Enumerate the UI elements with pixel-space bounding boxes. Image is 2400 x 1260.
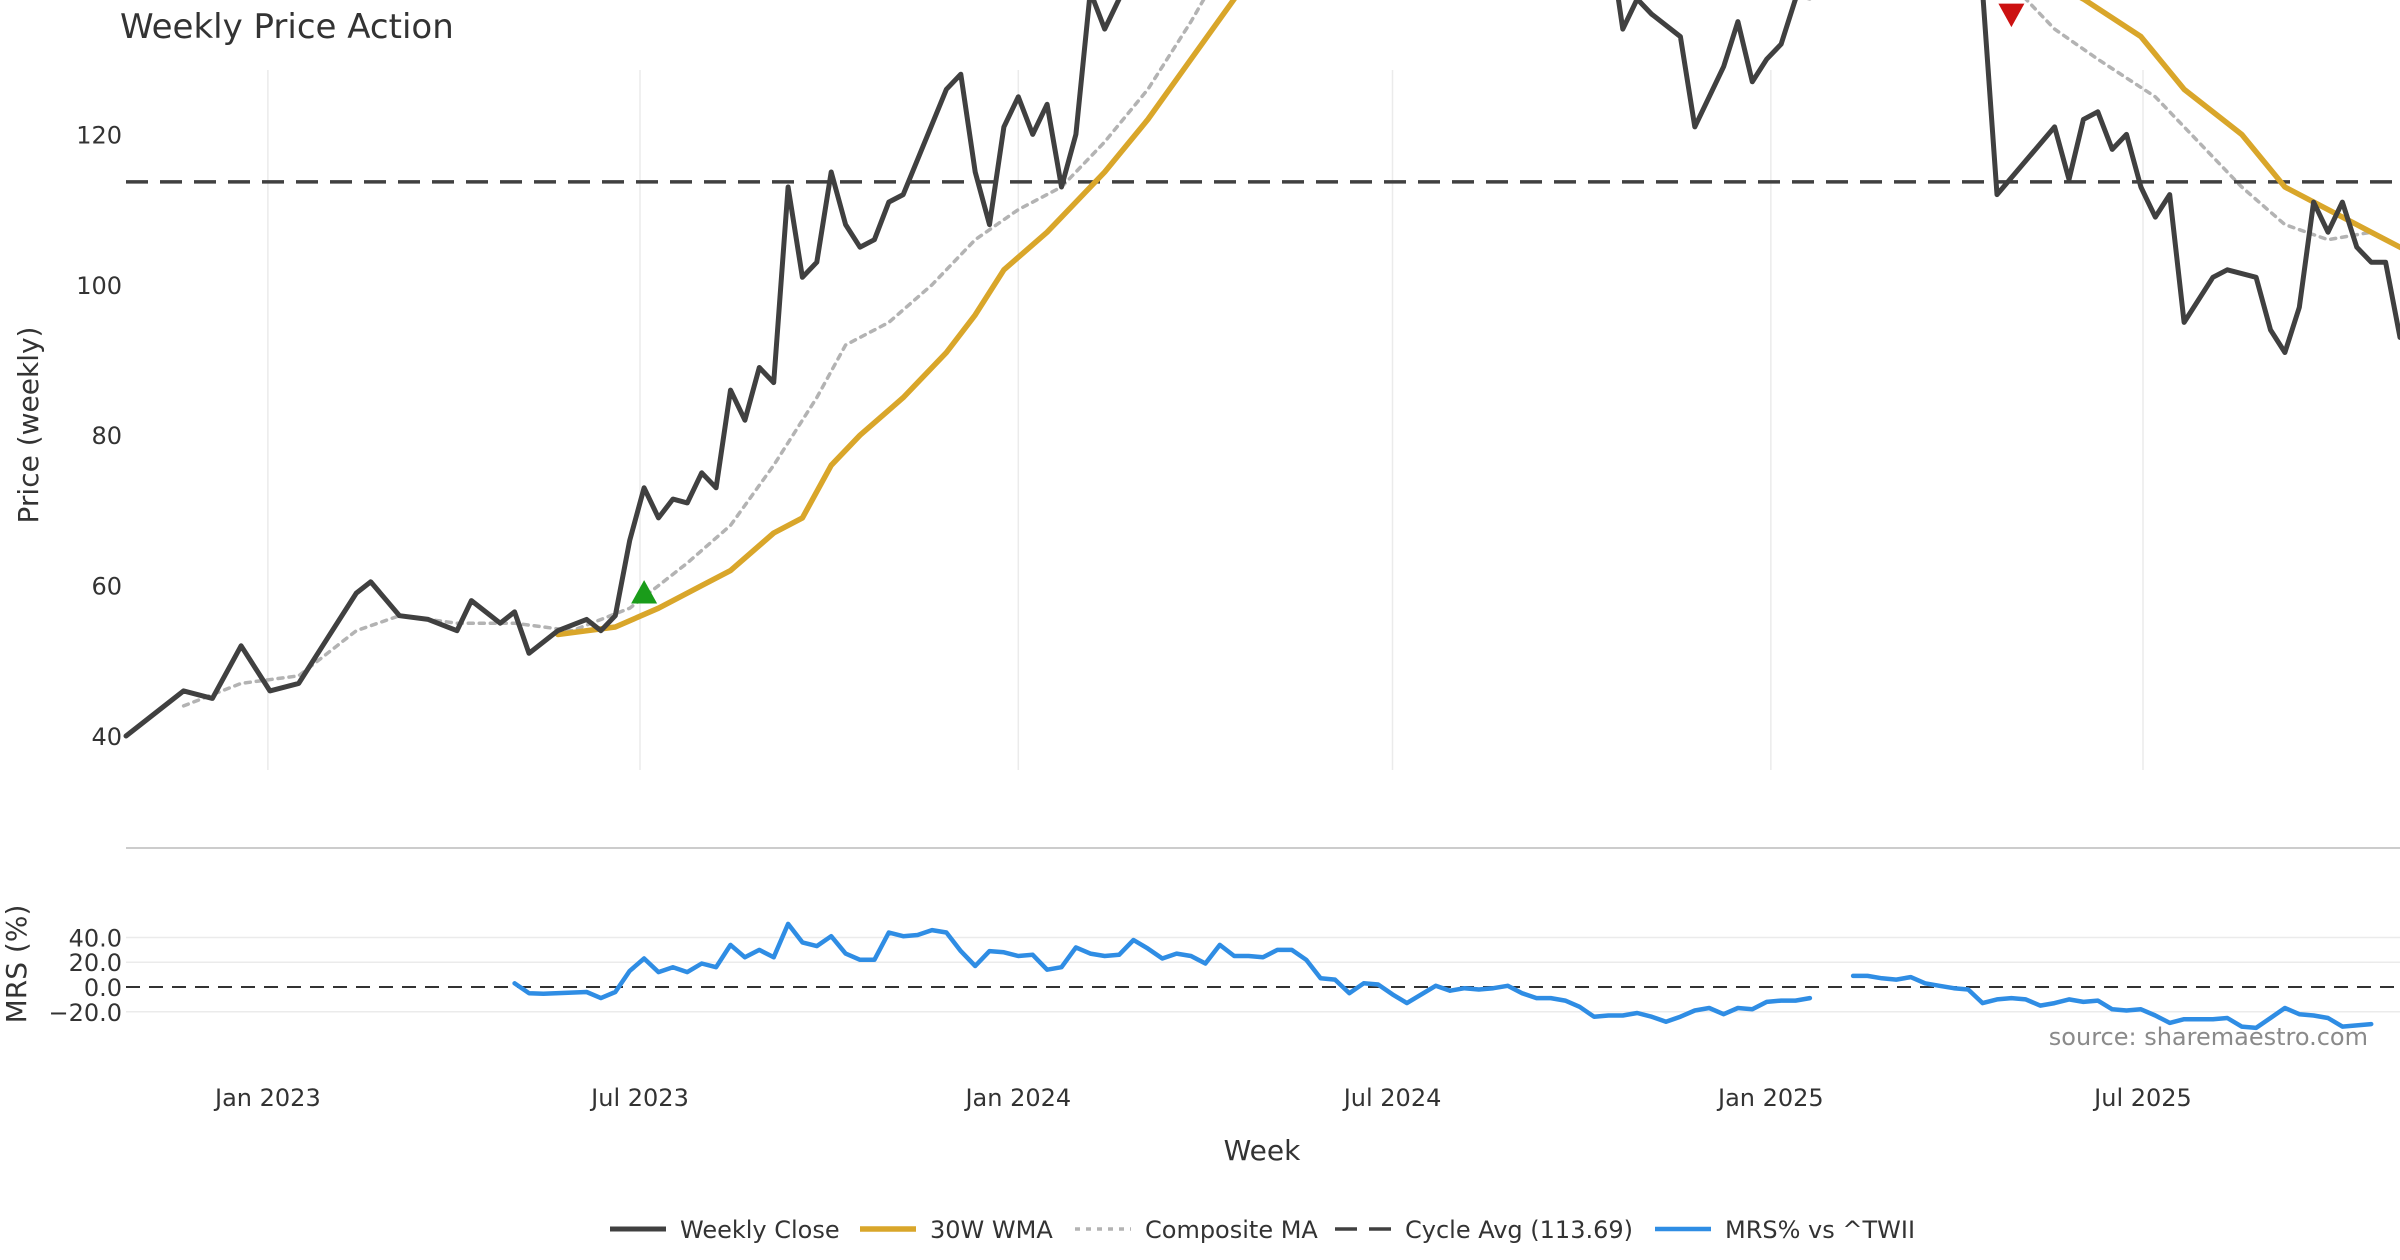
x-axis-label: Week xyxy=(1224,1134,1301,1167)
x-tick-label-1: Jul 2023 xyxy=(589,1084,689,1112)
chart-title: Weekly Price Action xyxy=(120,7,454,47)
legend: Weekly Close 30W WMA Composite MA Cycle Avg… xyxy=(610,1216,1915,1244)
mrs-ytick-2: 20.0 xyxy=(69,949,122,977)
x-tick-label-2: Jan 2024 xyxy=(963,1084,1071,1112)
legend-label-2: Composite MA xyxy=(1145,1216,1318,1244)
legend-label-1: 30W WMA xyxy=(930,1216,1053,1244)
watermark: source: sharemaestro.com xyxy=(2049,1023,2368,1051)
series-line-weekly-close xyxy=(123,0,2400,739)
price-panel: 406080100120140160180200Price (weekly) xyxy=(12,0,2400,770)
price-ytick-3: 100 xyxy=(76,272,122,300)
sell-signal-marker-3 xyxy=(1998,3,2025,28)
price-ytick-2: 80 xyxy=(91,422,122,450)
price-ytick-0: 40 xyxy=(91,723,122,751)
mrs-panel: 40.0 −20.0 20.00.0 MRS (%) xyxy=(0,847,2400,1031)
series-line-30w-wma xyxy=(555,0,2400,638)
mrs-ytick-3: 0.0 xyxy=(84,974,122,1002)
x-tick-label-0: Jan 2023 xyxy=(213,1084,321,1112)
price-ytick-1: 60 xyxy=(91,573,122,601)
x-axis: Jan 2023 Jul 2023 Jan 2024 Jul 2024 Jan 2025… xyxy=(213,1084,2192,1112)
legend-label-0: Weekly Close xyxy=(680,1216,840,1244)
price-ytick-4: 120 xyxy=(76,121,122,149)
buy-signal-marker-0 xyxy=(631,580,658,604)
legend-label-4: MRS% vs ^TWII xyxy=(1725,1216,1915,1244)
price-y-axis-label: Price (weekly) xyxy=(12,327,45,524)
x-tick-label-3: Jul 2024 xyxy=(1342,1084,1442,1112)
mrs-line-segment-0 xyxy=(512,921,1813,1024)
legend-label-3: Cycle Avg (113.69) xyxy=(1405,1216,1633,1244)
mrs-line-segment-1 xyxy=(1850,973,2374,1031)
mrs-ytick-1: −20.0 xyxy=(48,999,122,1027)
mrs-ytick-0: 40.0 xyxy=(69,924,122,952)
mrs-y-axis-label: MRS (%) xyxy=(0,905,33,1024)
x-tick-label-5: Jul 2025 xyxy=(2092,1084,2192,1112)
x-tick-label-4: Jan 2025 xyxy=(1716,1084,1824,1112)
series-line-composite-ma xyxy=(181,0,2400,708)
